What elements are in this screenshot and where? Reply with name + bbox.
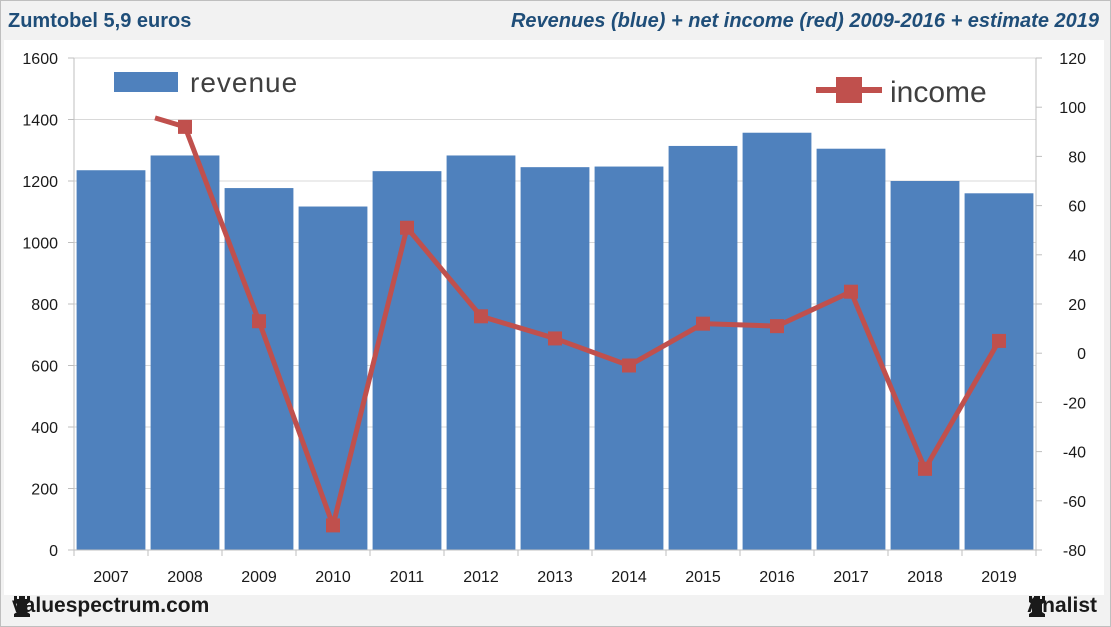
x-tick-label: 2018: [907, 569, 943, 586]
right-tick-label: -80: [1063, 543, 1086, 560]
revenue-bar: [668, 145, 738, 550]
revenue-bar: [964, 193, 1034, 551]
right-tick-label: 40: [1068, 248, 1086, 265]
x-tick-label: 2011: [390, 569, 425, 586]
income-marker: [918, 461, 932, 476]
income-marker: [252, 314, 266, 329]
x-tick-label: 2015: [685, 569, 721, 586]
x-tick-label: 2007: [93, 569, 129, 586]
left-tick-label: 600: [31, 359, 58, 376]
right-tick-label: 120: [1059, 51, 1086, 68]
right-tick-label: 80: [1068, 149, 1086, 166]
right-tick-label: 100: [1059, 100, 1086, 117]
left-tick-label: 0: [49, 543, 58, 560]
revenue-bar: [224, 188, 294, 550]
x-tick-label: 2013: [537, 569, 573, 586]
revenue-bar: [298, 206, 368, 550]
income-marker: [548, 331, 562, 346]
right-tick-label: -60: [1063, 494, 1086, 511]
footer-left-text: valuespectrum.com: [12, 594, 210, 617]
left-tick-label: 800: [31, 297, 58, 314]
right-tick-label: 60: [1068, 199, 1086, 216]
left-tick-label: 1400: [22, 113, 58, 130]
right-tick-label: -40: [1063, 445, 1086, 462]
x-tick-label: 2017: [833, 569, 869, 586]
x-tick-label: 2008: [167, 569, 203, 586]
chart-right-title: Revenues (blue) + net income (red) 2009-…: [510, 10, 1099, 32]
revenue-bar: [76, 170, 146, 551]
legend-income-marker: [836, 77, 862, 103]
revenue-bar: [150, 155, 220, 551]
rook-icon: [1028, 596, 1045, 617]
x-tick-label: 2012: [463, 569, 499, 586]
right-tick-label: 0: [1077, 346, 1086, 363]
income-marker: [696, 316, 710, 331]
rook-icon: [14, 596, 30, 617]
income-marker: [474, 309, 488, 324]
left-tick-label: 1000: [22, 236, 58, 253]
income-marker: [844, 284, 858, 299]
x-tick-label: 2016: [759, 569, 795, 586]
footer-left-brand: valuespectrum.com: [12, 594, 209, 618]
revenue-bar: [890, 181, 960, 550]
chart-left-title: Zumtobel 5,9 euros: [8, 10, 192, 32]
revenue-bar: [520, 167, 590, 550]
revenue-bar: [742, 132, 812, 550]
revenue-bar: [446, 155, 516, 551]
footer-right-brand: Analist: [1027, 594, 1097, 618]
income-marker: [326, 518, 340, 533]
left-tick-label: 200: [31, 482, 58, 499]
legend-revenue-swatch: [114, 72, 178, 92]
right-tick-label: -20: [1063, 395, 1086, 412]
income-marker: [622, 358, 636, 373]
right-tick-label: 20: [1068, 297, 1086, 314]
income-marker: [770, 319, 784, 334]
x-tick-label: 2014: [611, 569, 647, 586]
income-marker: [400, 220, 414, 235]
income-marker: [992, 333, 1006, 348]
x-tick-label: 2019: [981, 569, 1017, 586]
income-marker: [178, 119, 192, 134]
legend-revenue-label: revenue: [190, 67, 298, 98]
left-tick-label: 400: [31, 420, 58, 437]
x-tick-label: 2009: [241, 569, 277, 586]
legend-income-label: income: [890, 76, 987, 109]
x-tick-label: 2010: [315, 569, 351, 586]
left-tick-label: 1200: [22, 174, 58, 191]
left-tick-label: 1600: [22, 51, 58, 68]
